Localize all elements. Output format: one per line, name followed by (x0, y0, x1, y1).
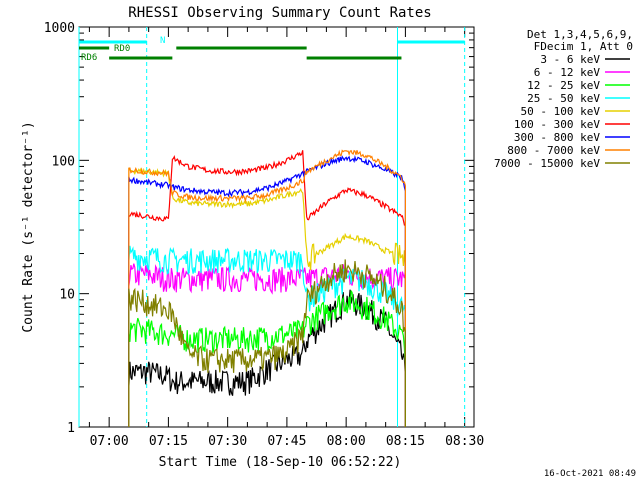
y-axis-label: Count Rate (s⁻¹ detector⁻¹) (21, 121, 36, 332)
series-line (128, 289, 406, 427)
x-tick-label: 07:00 (90, 434, 129, 449)
x-tick-label: 07:45 (267, 434, 306, 449)
series-line (128, 290, 406, 427)
legend-entry-label: 25 - 50 keV (527, 92, 600, 105)
legend-entry-label: 6 - 12 keV (534, 66, 601, 79)
series-line (128, 259, 406, 427)
series-7000-15000-kev (128, 259, 406, 427)
y-tick-label: 1000 (44, 21, 75, 36)
series-50-100-kev (128, 167, 406, 427)
x-axis: 07:00 07:15 07:30 07:45 08:00 08:15 08:30 (88, 27, 484, 449)
y-tick-label: 10 (59, 288, 75, 303)
legend-entry-label: 100 - 300 keV (514, 118, 600, 131)
legend-entry-label: 300 - 800 keV (514, 131, 600, 144)
legend-header: FDecim 1, Att 0 (534, 40, 633, 53)
data-series (128, 149, 406, 427)
series-line (128, 150, 406, 427)
legend-entry-label: 7000 - 15000 keV (494, 157, 600, 170)
flag-label: RD0 (114, 44, 130, 54)
series-100-300-kev (128, 150, 406, 427)
series-line (128, 167, 406, 427)
footer-timestamp: 16-Oct-2021 08:49 (544, 469, 636, 479)
y-tick-label: 100 (52, 154, 75, 169)
flag-label: RD6 (81, 53, 97, 63)
x-tick-label: 08:00 (327, 434, 366, 449)
flag-label: N (160, 36, 165, 46)
legend-header: Det 1,3,4,5,6,9, (527, 28, 633, 41)
x-tick-label: 08:30 (445, 434, 484, 449)
x-tick-label: 08:15 (386, 434, 425, 449)
legend-entry-label: 3 - 6 keV (540, 53, 600, 66)
series-800-7000-kev (128, 149, 406, 427)
legend-entry-label: 800 - 7000 keV (507, 144, 600, 157)
x-tick-label: 07:30 (208, 434, 247, 449)
legend-entry-label: 12 - 25 keV (527, 79, 600, 92)
x-tick-label: 07:15 (149, 434, 188, 449)
series-3-6-kev (128, 289, 406, 427)
x-axis-label: Start Time (18-Sep-10 06:52:22) (159, 455, 402, 470)
flag-bars: N RD0 RD6 (79, 36, 465, 63)
chart-title: RHESSI Observing Summary Count Rates (128, 5, 431, 21)
legend-entry-label: 50 - 100 keV (521, 105, 601, 118)
legend: Det 1,3,4,5,6,9,FDecim 1, Att 03 - 6 keV… (494, 28, 633, 170)
time-markers (78, 27, 466, 427)
y-axis: 1 10 100 1000 (44, 21, 474, 436)
series-12-25-kev (128, 290, 406, 427)
y-tick-label: 1 (67, 421, 75, 436)
series-line (128, 149, 406, 427)
